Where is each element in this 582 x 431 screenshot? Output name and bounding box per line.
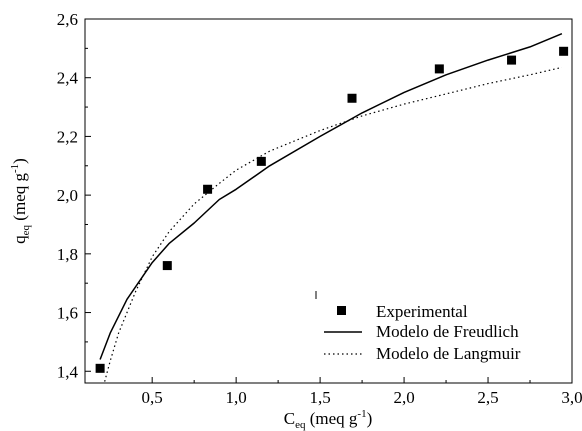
x-tick-label: 2,0: [393, 388, 414, 407]
data-point-experimental: [507, 55, 517, 65]
axis-ticks: [85, 18, 573, 383]
y-tick-label: 2,2: [57, 127, 78, 146]
y-tick-label: 1,6: [57, 304, 78, 323]
data-point-experimental: [434, 64, 444, 74]
data-point-experimental: [95, 363, 105, 373]
x-tick-label: 1,5: [309, 388, 330, 407]
data-point-experimental: [559, 46, 569, 56]
x-tick-label: 3,0: [561, 388, 582, 407]
data-point-experimental: [256, 156, 266, 166]
legend-label-freudlich: Modelo de Freudlich: [376, 322, 519, 341]
legend-label-experimental: Experimental: [376, 302, 468, 321]
plot-area-frame: [84, 18, 573, 384]
y-tick-label: 2,4: [57, 69, 79, 88]
y-axis-title: qeq (meq g-1): [9, 158, 32, 244]
y-tick-label: 1,4: [57, 362, 79, 381]
legend-marker-experimental: [337, 306, 346, 315]
legend-label-langmuir: Modelo de Langmuir: [376, 344, 521, 363]
data-point-experimental: [347, 93, 357, 103]
series-line-modelo-de-freudlich: [99, 33, 563, 360]
y-tick-label: 2,0: [57, 186, 78, 205]
series-layer: [95, 33, 569, 383]
data-point-experimental: [203, 184, 213, 194]
x-tick-label: 1,0: [226, 388, 247, 407]
data-point-experimental: [162, 261, 172, 271]
x-axis-title: Ceq (meq g-1): [284, 408, 373, 431]
x-tick-label: 0,5: [142, 388, 163, 407]
legend: Experimental Modelo de Freudlich Modelo …: [315, 291, 521, 363]
x-tick-label: 2,5: [477, 388, 498, 407]
y-tick-label: 1,8: [57, 245, 78, 264]
axis-tick-labels: 0,5 1,0 1,5 2,0 2,5 3,0 1,4 1,6 1,8 2,0 2,2 2,4 2,6: [57, 10, 582, 407]
y-tick-label: 2,6: [57, 10, 78, 29]
